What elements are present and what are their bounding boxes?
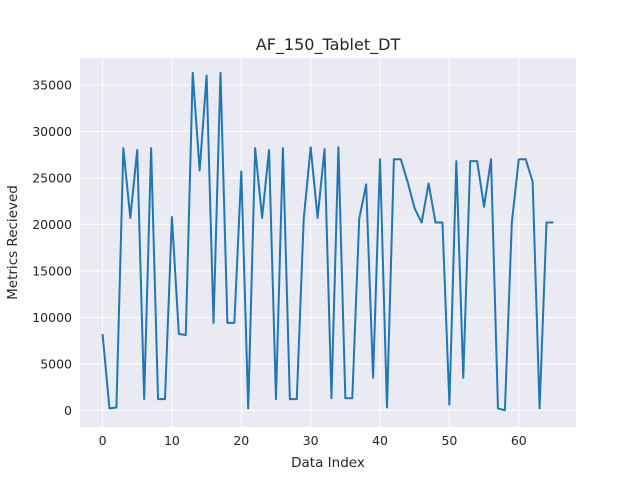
x-axis-label: Data Index bbox=[291, 455, 365, 471]
y-tick-label: 20000 bbox=[32, 217, 72, 232]
y-tick-label: 35000 bbox=[32, 77, 72, 92]
y-tick-label: 15000 bbox=[32, 263, 72, 278]
x-tick-label: 30 bbox=[303, 433, 319, 448]
y-tick-label: 25000 bbox=[32, 170, 72, 185]
y-tick-label: 5000 bbox=[40, 356, 72, 371]
x-tick-label: 40 bbox=[372, 433, 388, 448]
series-line bbox=[101, 71, 554, 412]
x-tick-label: 50 bbox=[441, 433, 457, 448]
y-axis-label: Metrics Recieved bbox=[5, 185, 21, 300]
x-tick-label: 10 bbox=[164, 433, 180, 448]
y-tick-label: 10000 bbox=[32, 310, 72, 325]
y-axis-ticks: 0 5000 10000 15000 20000 25000 30000 35000 bbox=[32, 77, 72, 417]
y-tick-label: 30000 bbox=[32, 124, 72, 139]
x-tick-label: 0 bbox=[99, 433, 107, 448]
series-group bbox=[101, 71, 554, 412]
x-axis-ticks: 0 10 20 30 40 50 60 bbox=[99, 433, 527, 448]
y-tick-label: 0 bbox=[64, 403, 72, 418]
x-tick-label: 20 bbox=[233, 433, 249, 448]
chart-title: AF_150_Tablet_DT bbox=[256, 35, 401, 55]
x-tick-label: 60 bbox=[511, 433, 527, 448]
